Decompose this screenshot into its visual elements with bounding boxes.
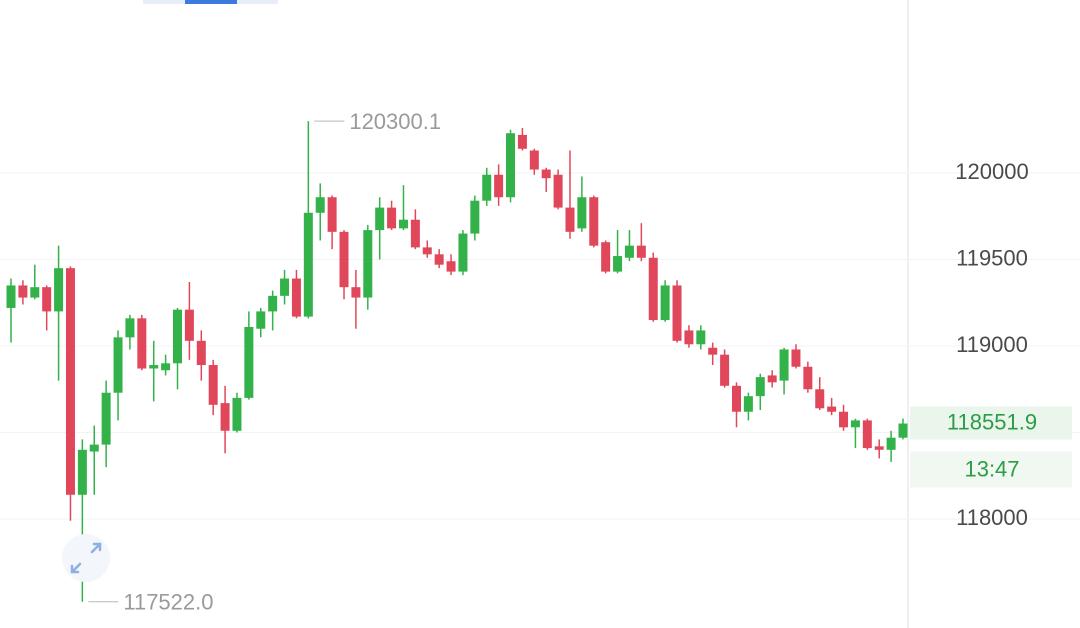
candle-body [708, 347, 718, 355]
candle-body [351, 287, 361, 298]
candle-body [268, 295, 278, 312]
candle-body [517, 134, 527, 149]
candle-body [731, 385, 741, 412]
candle-body [363, 230, 373, 298]
candle-body [387, 207, 397, 229]
candle-body [494, 174, 504, 198]
overlay: 120300.1 117522.0 118551.9 13:47 [88, 109, 1072, 615]
candle-body [601, 242, 611, 272]
candle-body [541, 169, 551, 179]
candle-body [184, 309, 194, 341]
candle-body [862, 420, 872, 449]
candle-body [339, 231, 349, 288]
candle-body [303, 212, 313, 317]
candle-body [30, 287, 40, 298]
candle-body [755, 377, 765, 397]
candle-body [65, 268, 75, 495]
candle-body [398, 219, 408, 229]
candle-body [315, 197, 325, 213]
candle-body [161, 363, 171, 371]
y-tick-label: 119000 [956, 332, 1028, 357]
candle-body [42, 287, 52, 312]
candle-body [256, 311, 266, 329]
candle-body [684, 330, 694, 345]
top-tab-active [185, 0, 237, 4]
candle-body [779, 349, 789, 381]
candle-body [624, 245, 634, 258]
candle-body [173, 309, 183, 364]
y-tick-label: 119500 [956, 245, 1028, 270]
candle-body [720, 354, 730, 386]
candle-body [696, 330, 706, 345]
candle-body [803, 366, 813, 390]
candle-body [589, 197, 599, 246]
candle-body [375, 207, 385, 231]
min-label: 117522.0 [123, 590, 213, 615]
candle-body [77, 449, 87, 495]
candle-body [458, 233, 468, 272]
candle-body [54, 268, 64, 312]
candle-body [850, 420, 860, 428]
candle-body [280, 278, 290, 296]
max-label: 120300.1 [349, 109, 441, 134]
candle-body [482, 174, 492, 201]
last-time: 13:47 [964, 456, 1019, 481]
y-tick-label: 118000 [956, 505, 1028, 530]
candle-body [244, 326, 254, 398]
candle-body [529, 150, 539, 170]
candles [6, 121, 908, 602]
grid: 118000118500119000119500120000 [0, 159, 1080, 530]
candle-body [446, 261, 456, 272]
candle-body [6, 285, 16, 308]
candle-body [149, 365, 159, 369]
candle-body [874, 446, 884, 450]
candle-body [232, 397, 242, 431]
candle-body [553, 174, 563, 208]
candle-body [743, 396, 753, 412]
candle-body [410, 219, 420, 248]
candle-body [434, 254, 444, 265]
candle-body [791, 349, 801, 367]
candle-body [89, 444, 99, 452]
candle-body [815, 389, 825, 409]
candle-body [636, 245, 646, 258]
candle-body [137, 318, 147, 369]
candle-body [291, 278, 301, 317]
candle-body [470, 200, 480, 234]
candle-body [767, 375, 777, 383]
candle-body [327, 197, 337, 232]
expand-icon[interactable] [62, 534, 110, 582]
candle-body [613, 256, 623, 272]
candle-body [886, 437, 896, 450]
candle-body [208, 365, 218, 405]
candle-body [18, 285, 28, 298]
candle-body [422, 247, 432, 255]
candle-body [506, 133, 516, 198]
candle-body [220, 403, 230, 431]
candle-body [196, 340, 206, 366]
y-tick-label: 120000 [955, 159, 1028, 184]
candle-body [113, 337, 123, 393]
candle-body [125, 318, 135, 338]
candle-body [672, 285, 682, 341]
candle-body [827, 406, 837, 412]
candle-body [660, 285, 670, 321]
last-price: 118551.9 [947, 409, 1037, 434]
candle-body [565, 207, 575, 232]
candle-body [898, 423, 908, 438]
candle-body [577, 197, 587, 229]
candle-body [648, 257, 658, 321]
candle-body [101, 392, 111, 445]
time-box [910, 451, 1072, 488]
last-price-box [910, 406, 1072, 440]
candle-body [839, 411, 849, 428]
